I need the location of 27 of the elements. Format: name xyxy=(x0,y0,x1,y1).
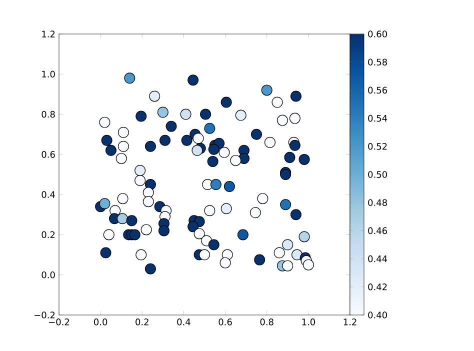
color-bar-label: 0.46 xyxy=(368,227,388,234)
color-bar-label: 0.42 xyxy=(368,283,387,290)
color-bar-label: 0.54 xyxy=(368,114,388,122)
y-tick-label: 0.4 xyxy=(42,191,55,198)
y-tick-label: 1.2 xyxy=(42,30,55,38)
x-tick-label: 0.4 xyxy=(177,318,190,326)
y-tick-label: 0.2 xyxy=(42,231,55,238)
x-tick-label: 1.2 xyxy=(344,318,356,326)
color-bar-label: 0.56 xyxy=(368,86,388,94)
x-tick-label: −0.2 xyxy=(49,318,70,326)
color-bar-label: 0.44 xyxy=(368,255,388,262)
x-tick-label: 1.0 xyxy=(302,318,315,326)
color-bar-label: 0.58 xyxy=(368,58,387,66)
x-tick-label: 0.6 xyxy=(218,318,232,326)
color-bar-label: 0.40 xyxy=(368,312,387,318)
y-tick-label: 0.8 xyxy=(42,110,55,118)
x-tick-label: 0.2 xyxy=(136,318,148,326)
color-bar-label: 0.60 xyxy=(368,30,387,38)
color-bar-label: 0.48 xyxy=(368,199,387,206)
x-tick-label: 0.8 xyxy=(260,318,274,326)
x-tick-label: 0.0 xyxy=(94,318,108,326)
color-bar-label: 0.50 xyxy=(368,171,387,178)
y-tick-label: 0.0 xyxy=(42,271,55,278)
y-tick-label: −0.2 xyxy=(34,312,55,318)
color-bar-label: 0.52 xyxy=(368,142,387,150)
y-tick-label: 1.0 xyxy=(42,70,55,78)
y-tick-label: 0.6 xyxy=(42,151,55,158)
